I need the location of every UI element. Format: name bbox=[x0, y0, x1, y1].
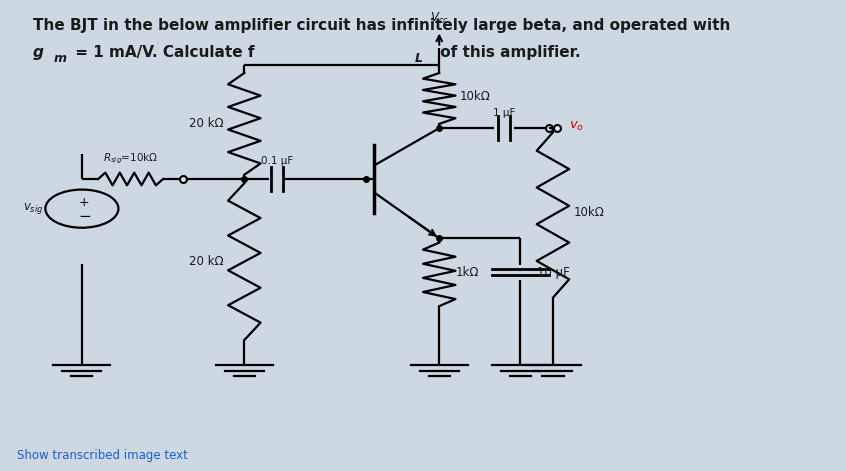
Text: 10kΩ: 10kΩ bbox=[574, 206, 604, 219]
Text: −: − bbox=[78, 209, 91, 224]
Text: = 1 mA/V. Calculate f: = 1 mA/V. Calculate f bbox=[69, 46, 254, 60]
Text: 0.1 μF: 0.1 μF bbox=[261, 156, 293, 166]
Text: L: L bbox=[415, 52, 423, 65]
Text: $R_{sig}$=10kΩ: $R_{sig}$=10kΩ bbox=[103, 152, 158, 166]
Text: g: g bbox=[33, 46, 44, 60]
Text: 10 μF: 10 μF bbox=[536, 266, 569, 279]
Text: m: m bbox=[53, 52, 67, 65]
Text: Show transcribed image text: Show transcribed image text bbox=[17, 448, 188, 462]
Text: of this amplifier.: of this amplifier. bbox=[435, 46, 581, 60]
Text: 1 μF: 1 μF bbox=[493, 107, 515, 118]
Text: 20 kΩ: 20 kΩ bbox=[190, 117, 224, 130]
Text: $v_o$: $v_o$ bbox=[569, 120, 585, 132]
Text: +: + bbox=[79, 196, 90, 209]
Text: $V_{cc}$: $V_{cc}$ bbox=[430, 11, 448, 26]
Text: $v_{sig}$: $v_{sig}$ bbox=[23, 201, 43, 216]
Text: 20 kΩ: 20 kΩ bbox=[190, 255, 224, 268]
Text: 10kΩ: 10kΩ bbox=[459, 90, 491, 103]
Text: 1kΩ: 1kΩ bbox=[455, 266, 479, 279]
Text: The BJT in the below amplifier circuit has infinitely large beta, and operated w: The BJT in the below amplifier circuit h… bbox=[33, 18, 731, 33]
